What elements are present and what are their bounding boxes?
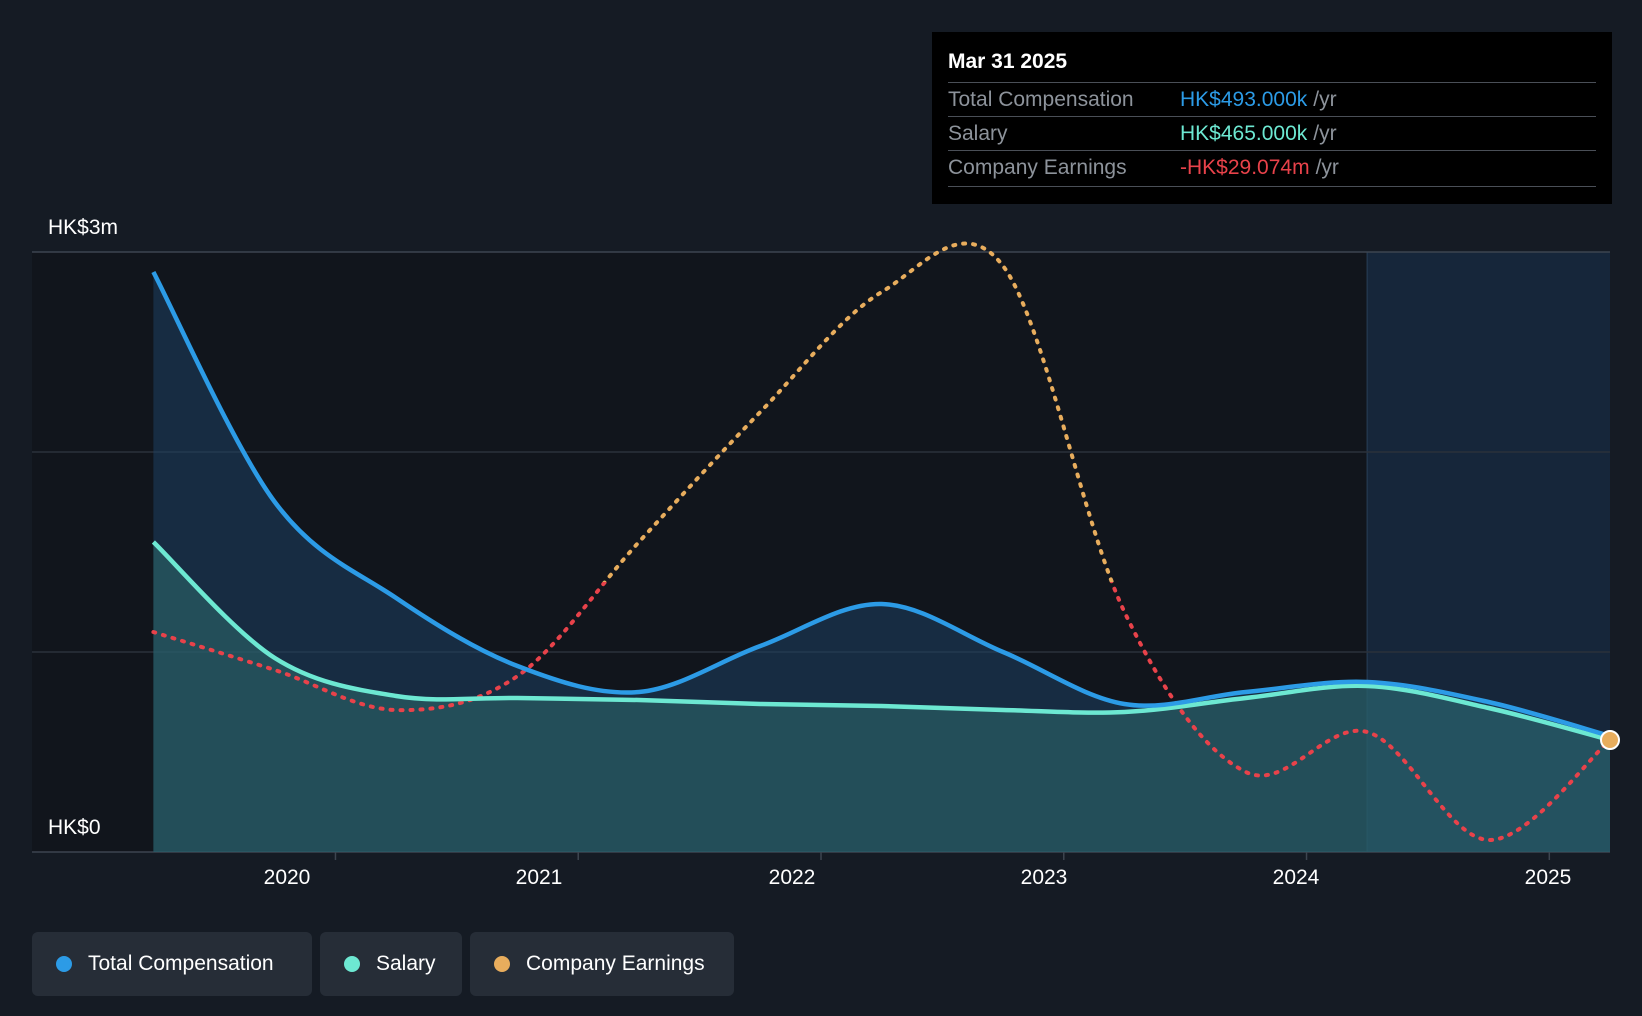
x-tick-label: 2022 [768,866,816,889]
tooltip-row-company-earnings: Company Earnings -HK$29.074m/yr [948,150,1596,185]
tooltip-total-compensation-value: HK$493.000k [1180,88,1308,111]
company-earnings-line-positive [602,241,1114,582]
tooltip-row-value: HK$465.000k/yr [1180,122,1337,146]
legend-company-earnings[interactable]: Company Earnings [470,932,734,996]
tooltip-unit: /yr [1313,88,1337,111]
tooltip-unit: /yr [1313,122,1337,145]
chart-areas [153,272,1610,852]
tooltip-company-earnings-value: -HK$29.074m [1180,156,1310,179]
legend-dot-icon [494,956,510,972]
tooltip-row-value: HK$493.000k/yr [1180,88,1337,112]
legend-label: Total Compensation [88,952,274,975]
y-axis-label-top: HK$3m [48,216,119,239]
salary-area [153,542,1610,852]
legend-salary[interactable]: Salary [320,932,462,996]
tooltip-row-total-compensation: Total Compensation HK$493.000k/yr [948,82,1596,117]
legend-label: Salary [376,952,436,975]
chart-lines [151,241,1612,843]
x-tick-label: 2021 [515,866,563,889]
salary-line [151,540,1611,743]
tooltip-date: Mar 31 2025 [948,50,1068,73]
x-tick-label: 2025 [1524,866,1572,889]
tooltip-salary-value: HK$465.000k [1180,122,1308,145]
legend-dot-icon [56,956,72,972]
chart-tooltip: Mar 31 2025 Total Compensation HK$493.00… [932,32,1612,204]
current-point-marker [1600,730,1620,750]
tooltip-row-value: -HK$29.074m/yr [1180,156,1339,180]
tooltip-row-salary: Salary HK$465.000k/yr [948,116,1596,151]
tooltip-row-label: Salary [948,122,1008,145]
x-tick-label: 2023 [1020,866,1068,889]
x-tick-label: 2020 [263,866,311,889]
legend-dot-icon [344,956,360,972]
legend-total-compensation[interactable]: Total Compensation [32,932,312,996]
y-axis-label-bottom: HK$0 [48,816,101,839]
tooltip-row-label: Total Compensation [948,88,1134,111]
total-compensation-line [151,270,1611,739]
chart-markers [1600,730,1620,750]
company-earnings-line-negative [151,582,1612,843]
tooltip-unit: /yr [1315,156,1339,179]
legend-label: Company Earnings [526,952,705,975]
tooltip-row-label: Company Earnings [948,156,1127,179]
x-tick-label: 2024 [1272,866,1320,889]
tooltip-divider [948,186,1596,187]
